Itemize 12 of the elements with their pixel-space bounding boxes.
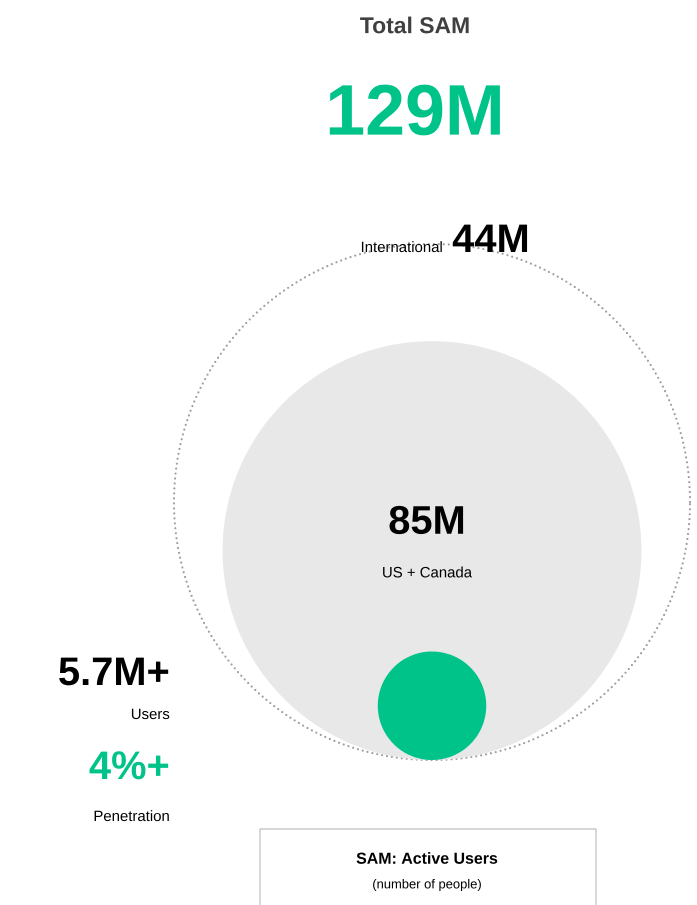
text: 4%+ [90,751,168,780]
category-label: Users [132,708,170,720]
text: (number of people) [373,878,481,892]
category-label: International [362,241,442,252]
category-label: US + Canada [383,566,472,578]
data-label: 85M [390,506,464,534]
text: 129M [330,84,500,136]
data-label: 5.7M+ [59,658,168,686]
text: SAM: Active Users [356,852,498,864]
text: Total SAM [360,16,469,34]
text: Penetration [94,810,169,822]
data-label: 44M [452,224,528,252]
